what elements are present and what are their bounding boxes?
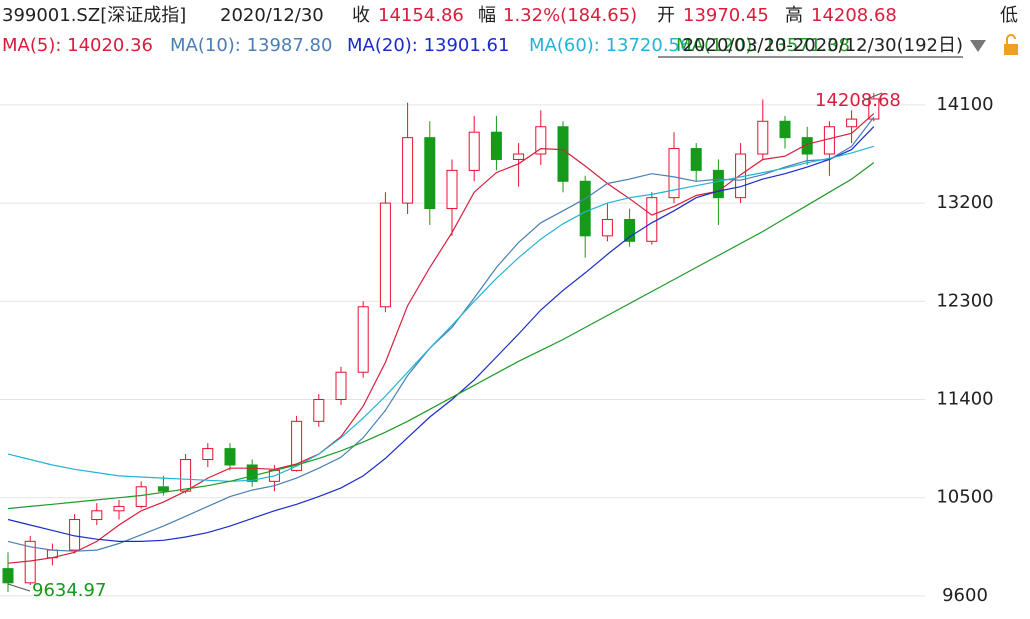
- candle-body: [646, 197, 658, 242]
- plot: [2, 93, 880, 593]
- legend-entry: MA(120): 13571.38: [676, 35, 850, 56]
- candle-body: [868, 98, 880, 120]
- candle-body: [535, 126, 547, 155]
- candle-body: [246, 464, 258, 482]
- candle-body: [2, 568, 14, 584]
- candle-body: [779, 120, 791, 139]
- legend-entry: MA(10): 13987.80: [170, 35, 332, 56]
- y-tick-label: 14100: [936, 94, 993, 115]
- info-value: 1.32%(184.65): [503, 5, 637, 26]
- info-value: 14154.86: [378, 5, 464, 26]
- candle-body: [557, 126, 569, 182]
- candle-body: [291, 420, 303, 471]
- candle-body: [712, 169, 724, 199]
- candle-body: [313, 399, 325, 422]
- lock-icon[interactable]: [1004, 44, 1018, 55]
- candle-body: [157, 486, 169, 492]
- candle-body: [424, 137, 436, 210]
- info-label: 收: [352, 5, 370, 26]
- candle-body: [668, 148, 680, 199]
- candle-body: [357, 306, 369, 373]
- info-label: 高: [785, 5, 803, 26]
- legend: MA(5): 14020.36 MA(10): 13987.80 MA(20): 1…: [2, 35, 850, 56]
- candle-body: [113, 505, 125, 512]
- candle-body: [379, 202, 391, 308]
- candle-body: [335, 371, 347, 401]
- ma-line: [7, 145, 874, 482]
- y-tick-label: 12300: [936, 290, 993, 311]
- info-label: 幅: [478, 5, 496, 26]
- ma-line: [7, 126, 875, 542]
- candle-body: [135, 486, 147, 507]
- info-value: 13970.45: [683, 5, 769, 26]
- grid: 9600 10500 11400 12300 13200 14100: [0, 94, 994, 606]
- range[interactable]: 2020/03/20-2020/12/30(192日): [683, 35, 963, 56]
- min-pointer: [7, 583, 31, 592]
- y-tick-label: 9600: [942, 585, 988, 606]
- candle-body: [91, 510, 103, 521]
- quote-info: 收 14154.86 幅 1.32%(184.65) 开 13970.45 高 14208.6…: [352, 5, 1018, 26]
- lock-shackle: [1006, 34, 1016, 44]
- y-tick-label: 10500: [936, 487, 993, 508]
- candle-body: [468, 131, 480, 171]
- max-label: 14208.68: [815, 90, 901, 111]
- ma-line: [7, 162, 875, 510]
- ma-line: [7, 113, 875, 564]
- candle-body: [601, 218, 613, 237]
- info-label: 低: [1000, 5, 1018, 26]
- y-tick-label: 13200: [936, 192, 993, 213]
- candle-body: [180, 459, 192, 492]
- candle-body: [757, 120, 769, 155]
- dropdown-arrow[interactable]: [970, 40, 986, 52]
- min-label: 9634.97: [32, 580, 106, 601]
- candle-body: [823, 126, 835, 155]
- candle-body: [801, 137, 813, 155]
- candle-body: [846, 118, 858, 128]
- date: 2020/12/30: [220, 5, 324, 26]
- symbol: 399001.SZ[深证成指]: [2, 5, 186, 26]
- candle-body: [224, 448, 236, 466]
- legend-entry: MA(60): 13720.56: [529, 35, 691, 56]
- info-value: 14208.68: [811, 5, 897, 26]
- candle-body: [202, 448, 214, 461]
- candle-body: [402, 137, 414, 204]
- legend-entry: MA(20): 13901.61: [347, 35, 509, 56]
- candle-body: [490, 131, 502, 160]
- candle-body: [446, 169, 458, 210]
- max-pointer: [861, 92, 883, 102]
- candle-body: [690, 148, 702, 171]
- legend-entry: MA(5): 14020.36: [2, 35, 153, 56]
- candle-body: [579, 180, 591, 237]
- info-label: 开: [657, 5, 675, 26]
- candle-body: [513, 153, 525, 160]
- y-tick-label: 11400: [936, 389, 993, 410]
- candle-body: [624, 218, 636, 242]
